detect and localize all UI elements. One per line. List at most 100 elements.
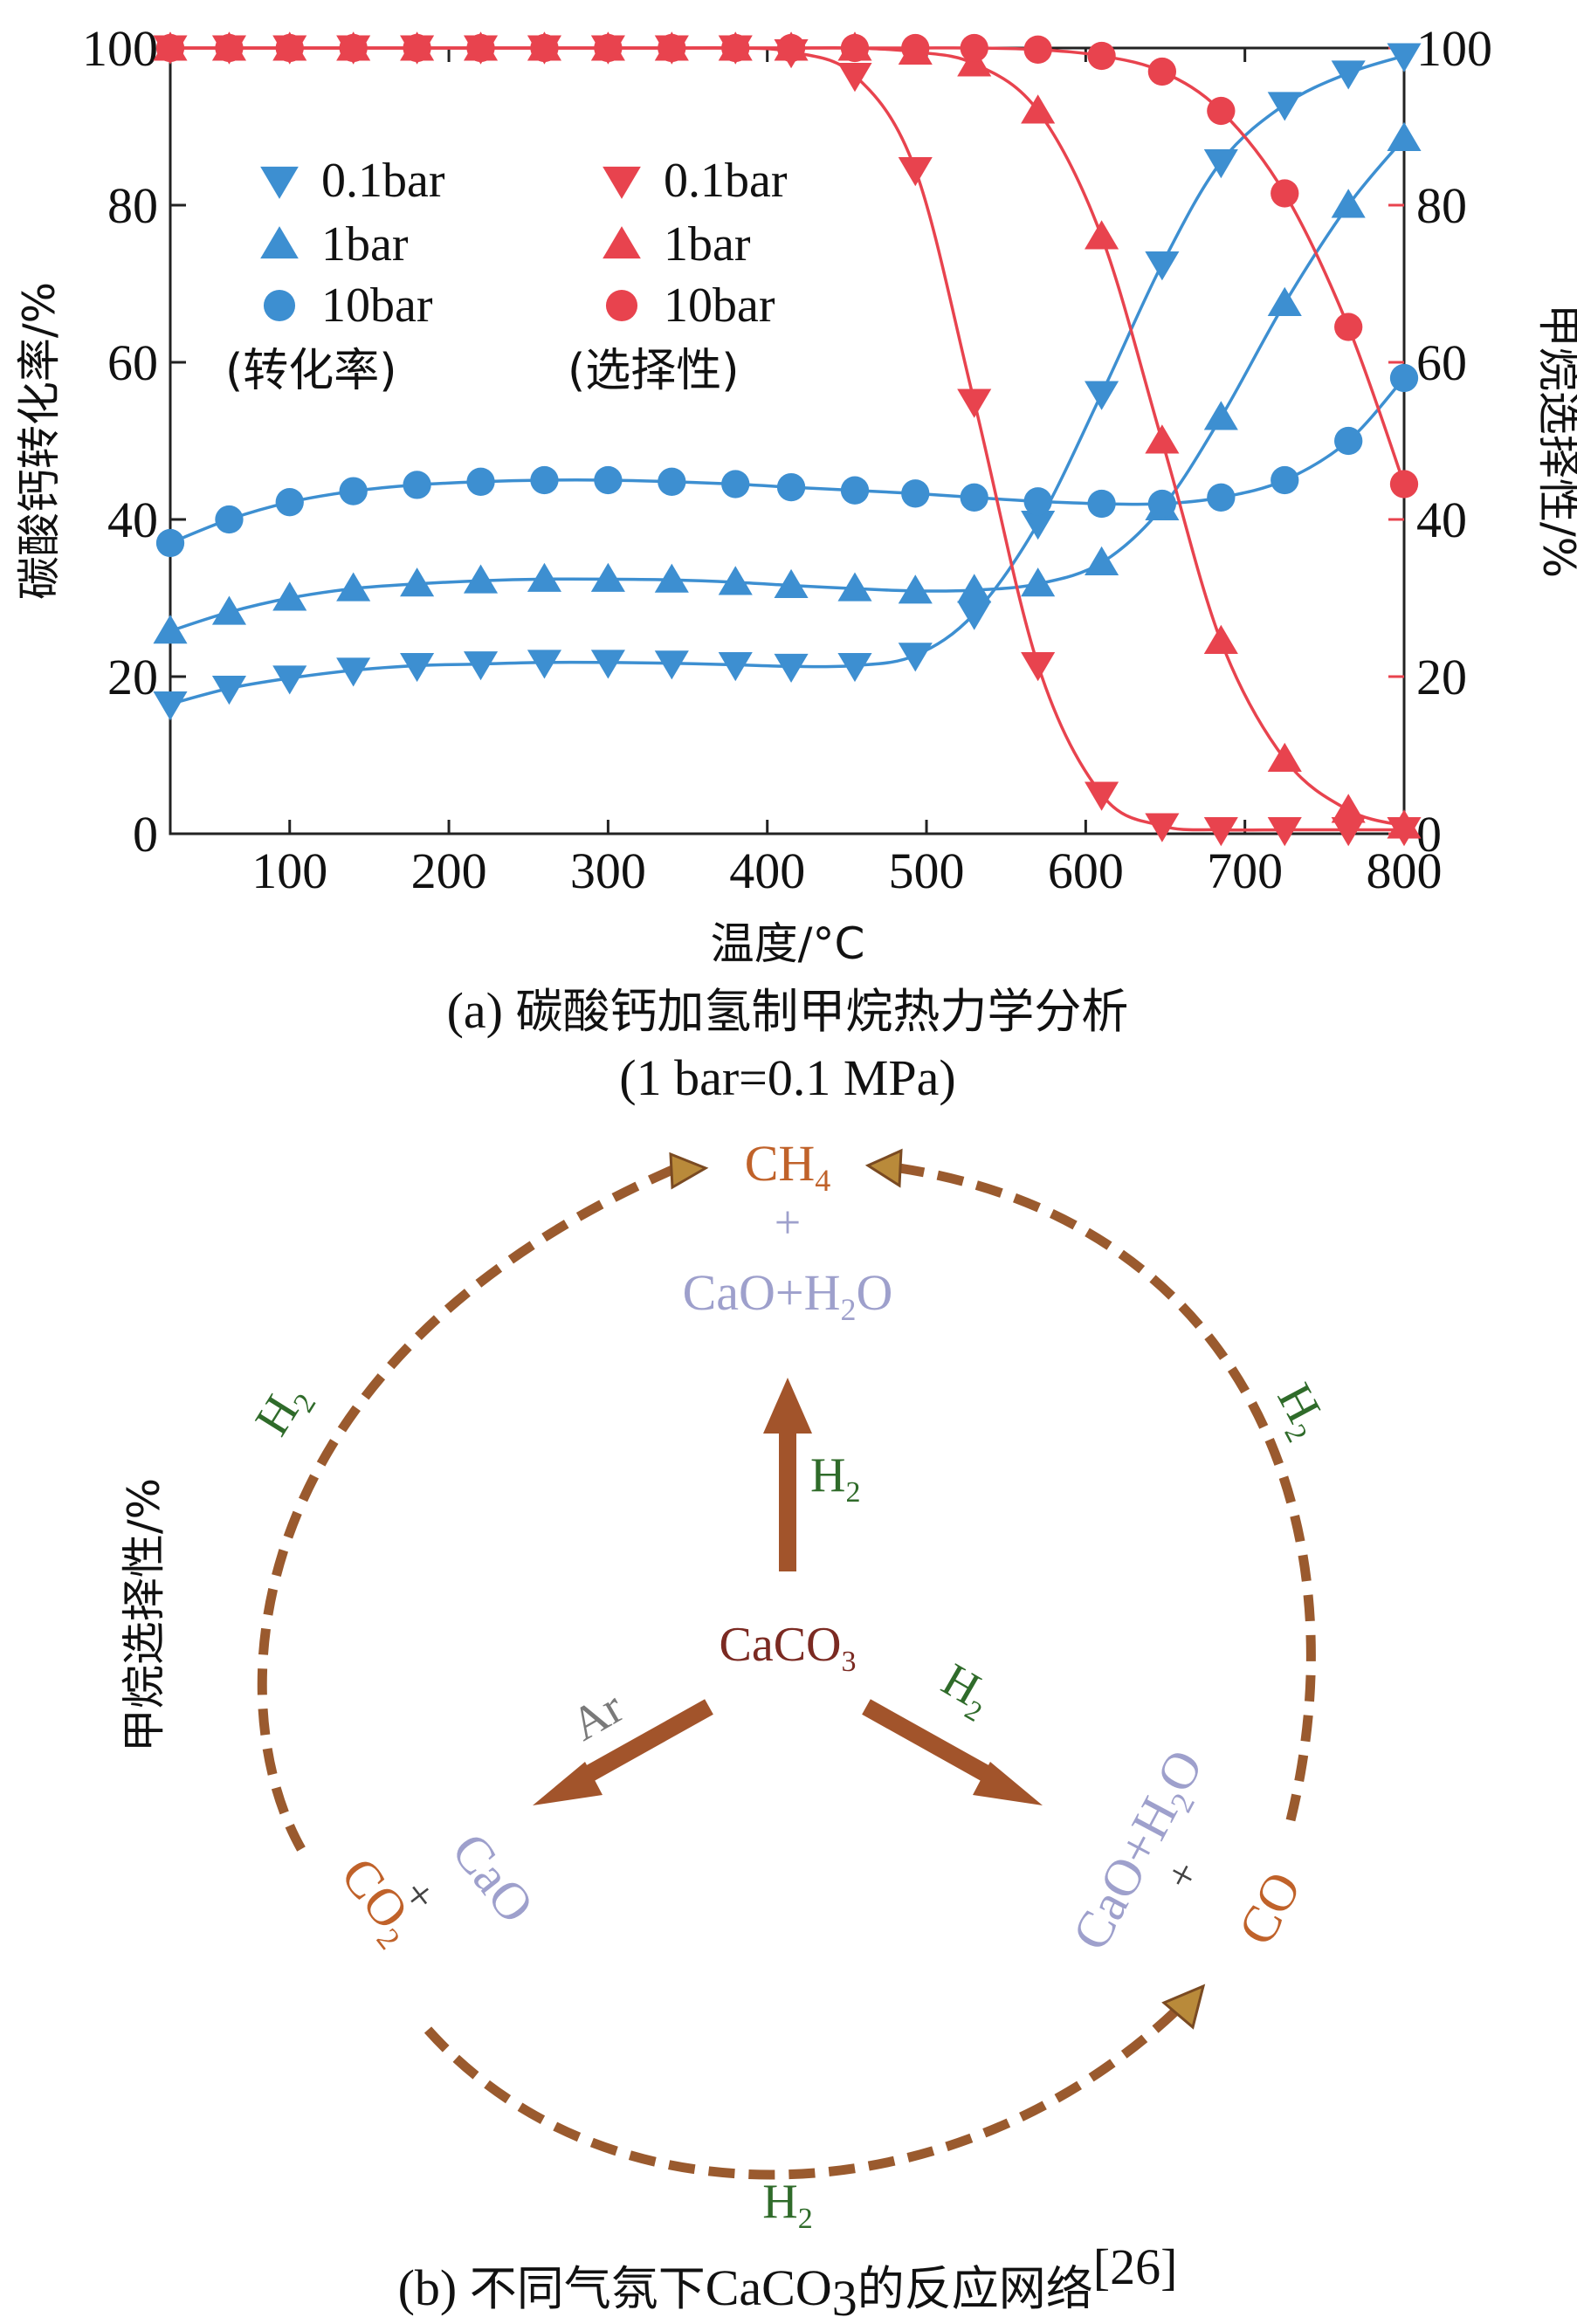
arrow-left-head — [533, 1762, 603, 1805]
data-point-3 — [1203, 817, 1238, 847]
top-plus: + — [775, 1196, 801, 1248]
arc-right-label: H2 — [1261, 1375, 1338, 1447]
data-point-2 — [215, 505, 244, 534]
data-point-0 — [1085, 381, 1119, 410]
data-point-0 — [718, 652, 753, 682]
legend-group-label-0: (转化率) — [225, 345, 397, 397]
series-line-1 — [170, 137, 1406, 633]
data-point-1 — [1387, 121, 1422, 151]
legend-marker-0-2 — [263, 289, 296, 322]
data-point-4 — [1145, 424, 1180, 454]
data-point-2 — [275, 488, 304, 517]
x-tick-label: 300 — [570, 842, 646, 899]
data-point-3 — [957, 388, 992, 418]
data-point-3 — [1021, 652, 1056, 682]
data-point-0 — [1021, 511, 1056, 540]
data-point-5 — [901, 33, 930, 63]
data-point-1 — [211, 595, 247, 625]
data-point-0 — [211, 676, 247, 705]
data-point-0 — [957, 601, 992, 630]
reaction-network-diagram: CaCO3 CH4 + CaO+H2O H2 Ar H2 CaO + CO2 C… — [119, 1135, 1338, 2235]
legend-label-1-2: 10bar — [664, 278, 775, 333]
data-point-4 — [1021, 94, 1056, 124]
data-point-2 — [530, 465, 559, 495]
data-point-5 — [840, 33, 870, 63]
data-point-1 — [1085, 546, 1119, 575]
data-point-1 — [718, 566, 753, 595]
legend-marker-0-0 — [260, 166, 299, 199]
data-point-1 — [1267, 286, 1302, 316]
arc-bottom — [424, 2004, 1182, 2180]
y-axis-label-left: 碳酸钙转化率/% — [14, 282, 65, 600]
data-point-0 — [1331, 60, 1366, 90]
data-point-0 — [336, 657, 371, 687]
arc-left-arrowhead — [669, 1152, 709, 1190]
caption-a-line2: (1 bar=0.1 MPa) — [619, 1049, 955, 1106]
y-tick-label-right: 0 — [1416, 806, 1442, 863]
data-point-2 — [960, 483, 988, 512]
right-plus: + — [1154, 1853, 1209, 1897]
legend-label-0-0: 0.1bar — [321, 154, 445, 208]
arc-left-label: H2 — [244, 1373, 322, 1447]
top-product-cao-h2o: CaO+H2O — [683, 1264, 893, 1327]
arc-left — [257, 1165, 675, 1852]
right-product-cao-h2o: CaO+H2O — [1061, 1741, 1219, 1963]
data-point-1 — [153, 615, 188, 644]
series-line-2 — [170, 376, 1406, 545]
x-tick-label: 700 — [1207, 842, 1283, 899]
y-tick-label-right: 60 — [1416, 334, 1467, 391]
data-point-5 — [1023, 35, 1052, 64]
data-point-2 — [1023, 487, 1052, 516]
data-point-3 — [1085, 781, 1119, 811]
data-point-1 — [590, 562, 625, 592]
data-point-5 — [339, 33, 368, 63]
data-point-2 — [776, 472, 806, 502]
data-point-1 — [898, 574, 933, 604]
data-point-0 — [774, 653, 809, 683]
right-product-co: CO — [1227, 1863, 1312, 1955]
legend-marker-0-1 — [260, 226, 299, 259]
data-point-2 — [1389, 363, 1419, 393]
y-tick-label-right: 80 — [1416, 177, 1467, 234]
data-point-0 — [590, 650, 625, 679]
side-label: 甲烷选择性/% — [119, 1478, 169, 1752]
data-point-2 — [1271, 465, 1299, 495]
data-point-0 — [1267, 92, 1302, 121]
data-point-5 — [1207, 96, 1236, 126]
data-point-5 — [275, 33, 304, 63]
data-point-1 — [336, 572, 371, 602]
data-point-1 — [1331, 189, 1366, 218]
arc-right-arrowhead — [864, 1148, 903, 1188]
data-point-3 — [1331, 817, 1366, 847]
data-point-1 — [272, 581, 307, 611]
data-point-4 — [1387, 809, 1422, 839]
x-tick-label: 500 — [889, 842, 965, 899]
marker-layer — [153, 31, 1422, 847]
data-point-5 — [466, 33, 495, 63]
y-tick-label-left: 20 — [107, 649, 158, 705]
data-point-5 — [215, 33, 244, 63]
x-tick-label: 100 — [251, 842, 327, 899]
data-point-0 — [1203, 149, 1238, 179]
data-point-5 — [1087, 41, 1116, 71]
y-tick-label-right: 20 — [1416, 649, 1467, 705]
data-point-1 — [527, 562, 562, 592]
data-point-1 — [1203, 401, 1238, 430]
data-point-2 — [594, 465, 623, 495]
legend-marker-1-2 — [605, 289, 638, 322]
x-tick-label: 800 — [1367, 842, 1443, 899]
data-point-0 — [400, 652, 435, 683]
data-point-5 — [960, 33, 988, 63]
data-point-0 — [272, 665, 307, 695]
x-tick-label: 600 — [1048, 842, 1124, 899]
y-tick-label-left: 60 — [107, 334, 158, 391]
data-point-2 — [721, 470, 750, 498]
left-product-cao: CaO — [441, 1822, 546, 1933]
data-point-4 — [1267, 742, 1302, 772]
caption-b: (b) 不同气氛下CaCO3的反应网络[26] — [398, 2238, 1178, 2324]
arrow-right — [862, 1699, 1003, 1789]
legend-label-0-2: 10bar — [321, 278, 433, 333]
center-compound: CaCO3 — [720, 1618, 857, 1678]
top-product-ch4: CH4 — [745, 1135, 831, 1198]
